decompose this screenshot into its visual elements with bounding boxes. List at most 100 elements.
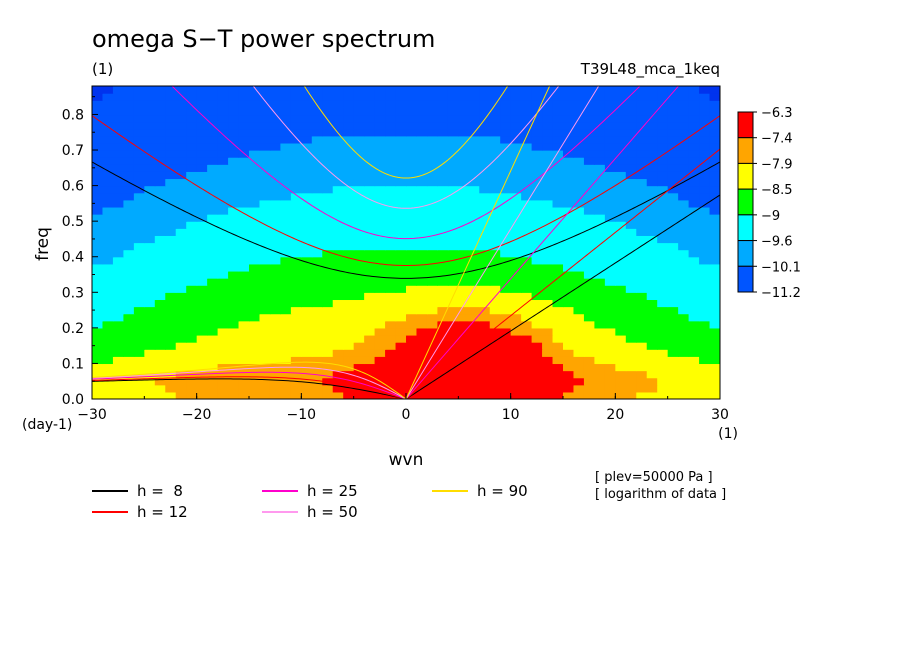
field-cell	[615, 171, 627, 180]
field-cell	[290, 313, 302, 322]
field-cell	[437, 306, 449, 315]
field-cell	[594, 327, 606, 336]
field-cell	[667, 363, 679, 372]
field-cell	[102, 285, 114, 293]
field-cell	[594, 334, 606, 343]
field-cell	[699, 377, 711, 386]
field-cell	[646, 171, 658, 180]
field-cell	[228, 377, 240, 386]
field-cell	[447, 235, 459, 244]
field-cell	[489, 107, 501, 116]
field-cell	[196, 164, 208, 172]
field-cell	[563, 192, 575, 201]
field-cell	[437, 242, 449, 251]
field-cell	[217, 356, 229, 365]
field-cell	[573, 391, 585, 399]
field-cell	[615, 107, 627, 116]
field-cell	[510, 214, 522, 222]
field-cell	[290, 349, 302, 357]
field-cell	[406, 320, 418, 329]
field-cell	[510, 327, 522, 336]
field-cell	[552, 142, 564, 151]
field-cell	[667, 214, 679, 222]
field-cell	[196, 242, 208, 251]
field-cell	[573, 221, 585, 229]
field-cell	[531, 164, 543, 172]
field-cell	[406, 342, 418, 350]
field-cell	[217, 135, 229, 144]
field-cell	[479, 278, 491, 286]
field-cell	[563, 228, 575, 236]
field-cell	[709, 142, 720, 151]
field-cell	[531, 221, 543, 229]
field-cell	[563, 391, 575, 399]
field-cell	[500, 391, 512, 399]
field-cell	[489, 263, 501, 272]
field-cell	[301, 320, 313, 329]
field-cell	[678, 263, 690, 272]
field-cell	[510, 107, 522, 116]
field-cell	[667, 342, 679, 350]
field-cell	[406, 100, 418, 108]
field-cell	[573, 278, 585, 286]
field-cell	[238, 391, 250, 399]
field-cell	[175, 363, 187, 372]
field-cell	[447, 157, 459, 165]
field-cell	[688, 150, 700, 158]
field-cell	[625, 349, 637, 357]
field-cell	[395, 377, 407, 386]
field-cell	[102, 171, 114, 180]
field-cell	[468, 299, 480, 308]
field-cell	[437, 142, 449, 151]
field-cell	[406, 221, 418, 229]
field-cell	[102, 334, 114, 343]
field-cell	[217, 121, 229, 130]
field-cell	[364, 135, 376, 144]
field-cell	[269, 370, 281, 379]
field-cell	[688, 349, 700, 357]
field-cell	[154, 192, 166, 201]
field-cell	[311, 285, 323, 293]
field-cell	[353, 285, 365, 293]
field-cell	[102, 270, 114, 279]
field-cell	[259, 206, 271, 215]
field-cell	[604, 242, 616, 251]
field-cell	[510, 128, 522, 137]
field-cell	[500, 327, 512, 336]
field-cell	[395, 306, 407, 315]
field-cell	[364, 270, 376, 279]
field-cell	[657, 107, 669, 116]
field-cell	[646, 306, 658, 315]
field-cell	[709, 384, 720, 393]
field-cell	[374, 270, 386, 279]
field-cell	[196, 192, 208, 201]
field-cell	[92, 235, 104, 244]
field-cell	[531, 228, 543, 236]
field-cell	[332, 242, 344, 251]
field-cell	[521, 270, 533, 279]
field-cell	[374, 235, 386, 244]
field-cell	[678, 327, 690, 336]
field-cell	[500, 100, 512, 108]
field-cell	[343, 206, 355, 215]
field-cell	[259, 192, 271, 201]
field-cell	[322, 249, 334, 258]
field-cell	[259, 178, 271, 187]
field-cell	[238, 278, 250, 286]
field-cell	[468, 121, 480, 130]
field-cell	[604, 327, 616, 336]
field-cell	[699, 349, 711, 357]
field-cell	[374, 135, 386, 144]
field-cell	[667, 100, 679, 108]
field-cell	[657, 334, 669, 343]
field-cell	[259, 249, 271, 258]
field-cell	[207, 299, 219, 308]
field-cell	[468, 377, 480, 386]
field-cell	[207, 384, 219, 393]
field-cell	[112, 306, 124, 315]
field-cell	[468, 135, 480, 144]
field-cell	[112, 278, 124, 286]
colorbar-swatch	[737, 162, 754, 190]
field-cell	[709, 107, 720, 116]
field-cell	[165, 278, 177, 286]
